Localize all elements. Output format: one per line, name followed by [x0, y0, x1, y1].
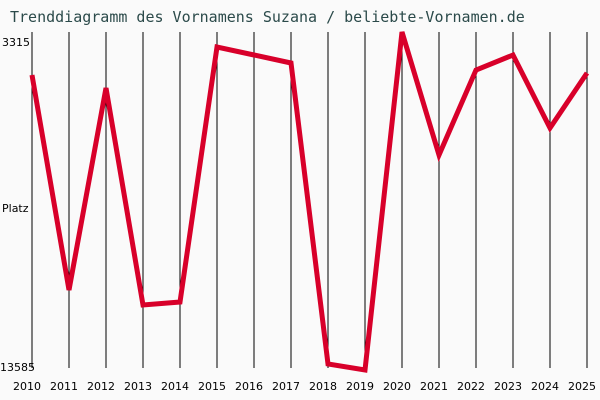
- y-axis-title: Platz: [2, 202, 29, 215]
- x-axis-label: 2020: [383, 380, 411, 393]
- x-axis-label: 2022: [457, 380, 485, 393]
- x-axis-label: 2014: [161, 380, 189, 393]
- x-axis-label: 2017: [272, 380, 300, 393]
- x-axis-label: 2019: [346, 380, 374, 393]
- x-axis-label: 2010: [13, 380, 41, 393]
- x-axis-label: 2021: [420, 380, 448, 393]
- trend-line: [29, 31, 590, 373]
- x-axis-label: 2023: [494, 380, 522, 393]
- x-axis-label: 2013: [124, 380, 152, 393]
- x-axis-label: 2025: [568, 380, 596, 393]
- vertical-gridlines: [31, 32, 588, 368]
- x-axis-label: 2018: [309, 380, 337, 393]
- y-axis-top-label: 3315: [2, 36, 30, 49]
- x-axis-label: 2016: [235, 380, 263, 393]
- chart-title: Trenddiagramm des Vornamens Suzana / bel…: [10, 8, 525, 26]
- x-axis-label: 2012: [87, 380, 115, 393]
- y-axis-bottom-label: 13585: [0, 361, 35, 374]
- x-axis-label: 2024: [531, 380, 559, 393]
- x-axis-label: 2011: [50, 380, 78, 393]
- x-axis-label: 2015: [198, 380, 226, 393]
